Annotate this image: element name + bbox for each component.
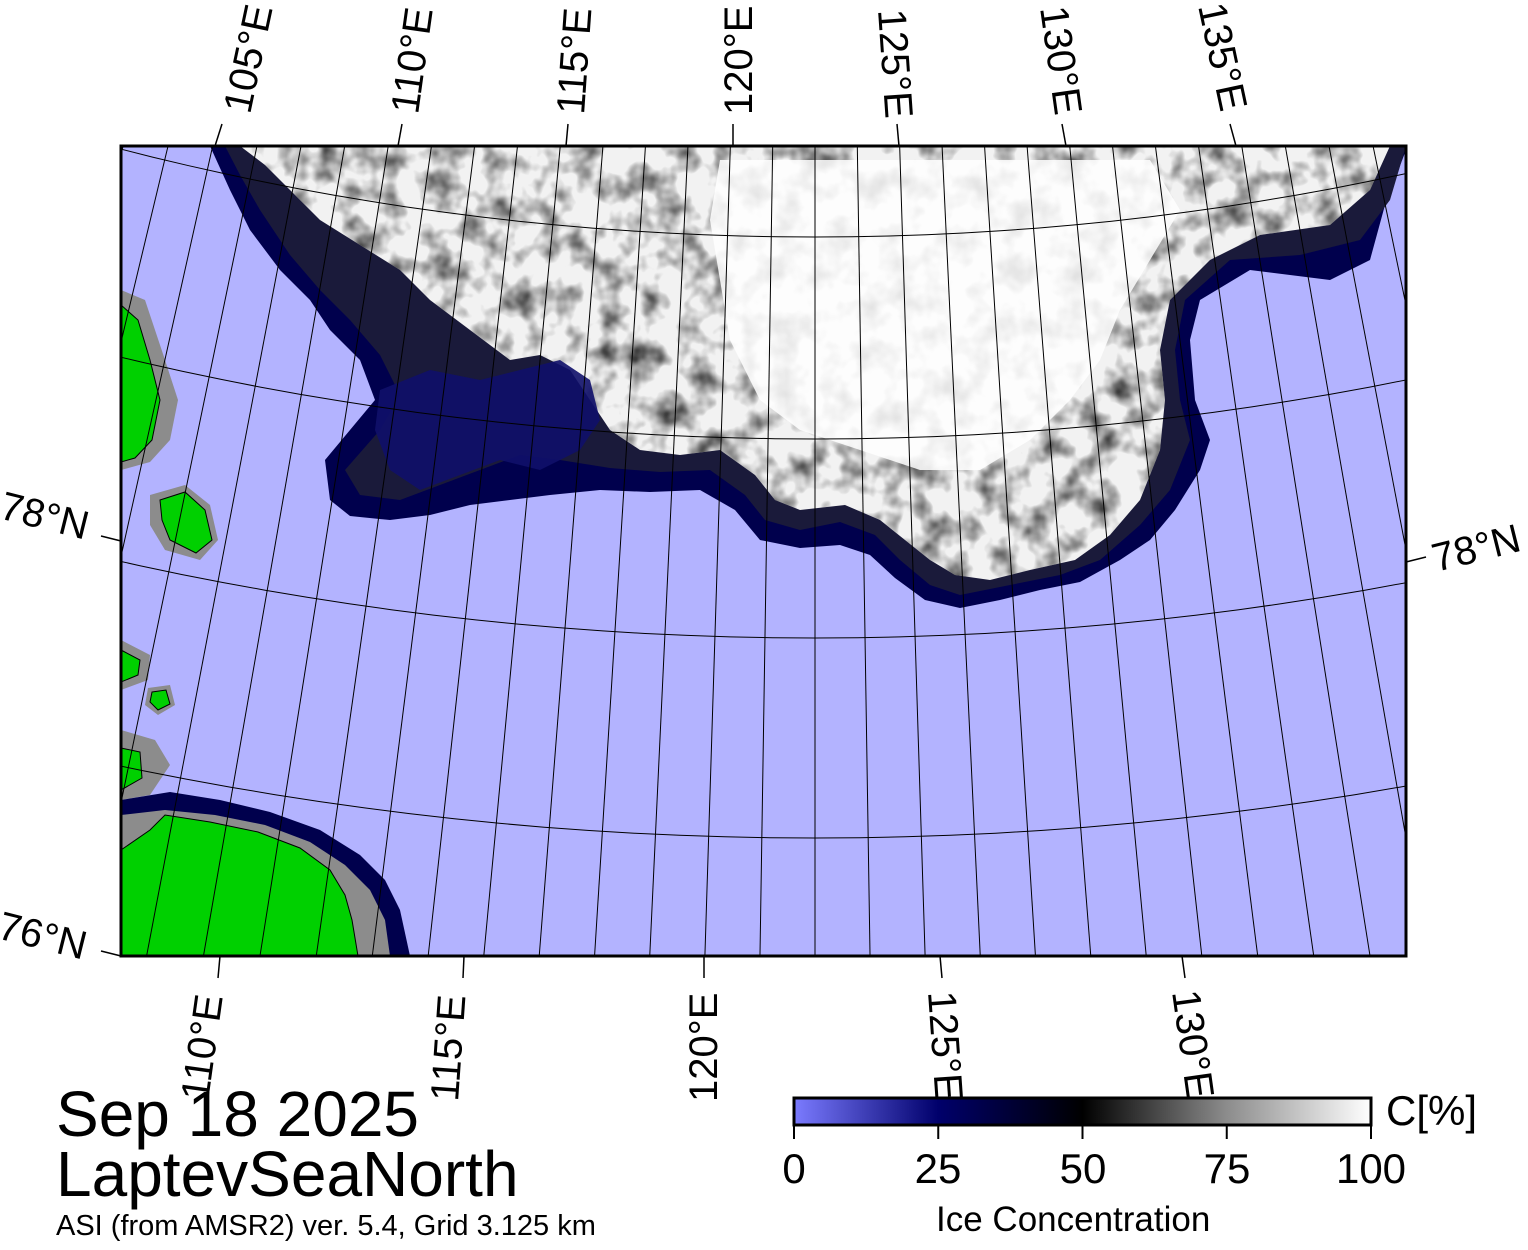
meridian-line xyxy=(759,146,774,956)
top-lon-label: 110°E xyxy=(383,5,441,117)
sea-ice-bright-pack xyxy=(710,160,1180,470)
meridian-line xyxy=(856,146,871,956)
meridian-line xyxy=(202,146,346,956)
meridian-line xyxy=(1198,146,1315,956)
colorbar-unit: C[%] xyxy=(1386,1087,1478,1134)
meridian-line xyxy=(1501,0,1528,922)
graticule xyxy=(0,0,1528,956)
right-lat-label: 78°N xyxy=(1428,516,1525,580)
meridian-line xyxy=(1026,146,1092,956)
colorbar xyxy=(792,1096,1373,1139)
meridian-line xyxy=(121,146,214,559)
frame-ticks xyxy=(100,123,1427,979)
colorbar-title: Ice Concentration xyxy=(936,1200,1211,1239)
meridian-line xyxy=(704,146,731,956)
melt-patch-west xyxy=(375,360,600,490)
top-lon-label: 115°E xyxy=(549,6,600,115)
meridian-line xyxy=(0,0,90,907)
frame-tick xyxy=(217,955,221,979)
data-source: ASI (from AMSR2) ver. 5.4, Grid 3.125 km xyxy=(56,1210,596,1242)
top-lon-label: 105°E xyxy=(216,1,282,117)
meridian-line xyxy=(0,0,51,891)
frame-tick xyxy=(214,123,223,147)
top-lon-label: 130°E xyxy=(1031,3,1090,117)
frame-tick xyxy=(939,955,943,979)
mainland-taymyr xyxy=(121,792,410,956)
meridian-line xyxy=(0,0,129,922)
parallel-line xyxy=(121,148,1406,238)
top-lon-label: 135°E xyxy=(1189,0,1255,115)
colorbar-tick-label: 100 xyxy=(1335,1145,1407,1192)
meridian-line xyxy=(146,146,302,956)
colorbar-tick-label: 50 xyxy=(1059,1145,1107,1192)
meridian-line xyxy=(649,146,689,956)
meridian-line xyxy=(0,0,12,874)
map-date: Sep 18 2025 xyxy=(56,1078,419,1150)
meridian-line xyxy=(315,146,432,956)
meridian-line xyxy=(483,146,561,956)
meridian-line xyxy=(899,146,926,956)
meridian-line xyxy=(538,146,604,956)
top-lon-label: 120°E xyxy=(717,6,761,115)
colorbar-tick-label: 0 xyxy=(782,1145,806,1192)
parallel-line xyxy=(121,356,1406,440)
colorbar-tick-label: 25 xyxy=(914,1145,962,1192)
frame-tick xyxy=(1229,123,1237,147)
meridian-line xyxy=(1328,146,1406,553)
frame-tick xyxy=(565,123,569,147)
frame-tick xyxy=(1405,556,1427,563)
frame-tick xyxy=(1181,955,1186,979)
left-lat-label: 78°N xyxy=(0,484,93,548)
frame-tick xyxy=(1061,123,1067,147)
meridian-line xyxy=(427,146,518,956)
frame-tick xyxy=(462,955,465,979)
bottom-lon-label: 125°E xyxy=(919,990,971,1102)
meridian-line xyxy=(259,146,389,956)
meridian-line xyxy=(1069,146,1147,956)
meridian-line xyxy=(121,146,258,806)
colorbar-ticks xyxy=(793,1125,1372,1139)
top-lon-label: 125°E xyxy=(869,8,921,120)
frame-tick xyxy=(100,950,122,957)
bottom-lon-label: 120°E xyxy=(682,993,726,1102)
meridian-line xyxy=(594,146,646,956)
meridian-line xyxy=(984,146,1036,956)
frame-tick xyxy=(100,535,122,542)
meridian-line xyxy=(1154,146,1259,956)
bottom-lon-label: 130°E xyxy=(1163,987,1222,1101)
meridian-line xyxy=(371,146,476,956)
meridian-line xyxy=(941,146,981,956)
frame-tick xyxy=(397,123,403,147)
left-lat-label: 76°N xyxy=(0,904,91,968)
parallel-line xyxy=(121,765,1406,839)
colorbar-gradient xyxy=(792,1096,1373,1127)
meridian-line xyxy=(1112,146,1203,956)
colorbar-tick-label: 75 xyxy=(1203,1145,1251,1192)
region-name: LaptevSeaNorth xyxy=(56,1138,519,1210)
meridian-line xyxy=(1461,0,1528,937)
meridian-line xyxy=(1372,146,1406,308)
frame-tick xyxy=(896,123,900,147)
island-group-north xyxy=(121,290,218,800)
latitude-labels: 78°N 76°N 78°N xyxy=(0,484,1525,968)
top-longitude-labels: 105°E 110°E 115°E 120°E 125°E 130°E 135°… xyxy=(216,0,1255,120)
map-area xyxy=(0,0,1528,956)
meridian-line xyxy=(1422,0,1528,951)
meridian-line xyxy=(1241,146,1371,956)
map-frame xyxy=(119,144,1408,958)
bottom-lon-label: 115°E xyxy=(423,993,474,1102)
parallel-line xyxy=(121,560,1406,639)
